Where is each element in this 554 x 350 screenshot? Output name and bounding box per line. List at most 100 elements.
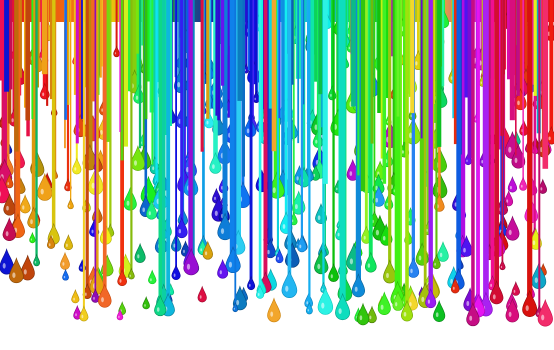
drop-highlight — [401, 150, 404, 154]
drop-highlight — [80, 266, 82, 270]
paint-streak — [332, 0, 335, 273]
paint-streak — [192, 0, 195, 263]
paint-drop — [305, 301, 313, 315]
paint-streak — [364, 0, 368, 234]
paint-streak — [141, 0, 144, 46]
drop-highlight — [81, 314, 84, 319]
drop-highlight — [5, 231, 9, 237]
drop-highlight — [508, 146, 512, 153]
paint-streak — [392, 0, 396, 183]
paint-streak — [533, 0, 536, 237]
paint-streak — [276, 0, 279, 251]
drop-highlight — [534, 277, 538, 284]
drop-highlight — [6, 205, 9, 211]
drop-highlight — [126, 200, 130, 206]
paint-streak — [64, 0, 67, 120]
drop-highlight — [137, 254, 140, 259]
drop-highlight — [386, 202, 389, 207]
drop-highlight — [450, 279, 453, 284]
paint-streak — [204, 0, 207, 78]
paint-streak — [31, 0, 34, 119]
drop-highlight — [69, 204, 71, 207]
drop-highlight — [359, 315, 363, 321]
paint-streak — [273, 0, 280, 185]
paint-streak — [308, 0, 311, 308]
paint-streak — [331, 0, 334, 93]
drop-highlight — [349, 258, 353, 265]
paint-streak — [388, 0, 392, 271]
paint-streak — [234, 0, 237, 307]
paint-streak — [123, 0, 128, 147]
paint-streak — [380, 0, 383, 159]
drop-highlight — [313, 173, 316, 177]
drop-highlight — [183, 249, 185, 254]
drop-highlight — [101, 108, 104, 112]
paint-streak — [377, 0, 383, 113]
paint-streak — [175, 0, 177, 272]
drop-highlight — [11, 118, 14, 123]
paint-streak — [206, 0, 210, 119]
drop-highlight — [214, 196, 216, 200]
paint-streak — [357, 0, 360, 176]
paint-streak — [222, 0, 228, 226]
drop-highlight — [295, 204, 298, 210]
paint-streak — [267, 0, 270, 236]
drop-highlight — [439, 252, 443, 258]
paint-streak — [189, 0, 193, 261]
paint-drop — [425, 288, 437, 309]
drop-highlight — [427, 299, 430, 304]
drop-highlight — [249, 283, 251, 287]
paint-streak — [186, 0, 190, 158]
paint-streak — [549, 0, 554, 135]
drop-highlight — [480, 81, 482, 84]
drop-highlight — [296, 176, 299, 181]
drop-highlight — [330, 274, 333, 279]
paint-streak — [509, 0, 515, 121]
drop-highlight — [30, 238, 32, 241]
paint-streak — [77, 0, 83, 126]
drop-highlight — [233, 307, 235, 310]
paint-streak — [227, 0, 231, 108]
paint-streak — [384, 0, 389, 98]
drop-highlight — [34, 260, 37, 264]
paint-streak — [237, 0, 243, 101]
drop-highlight — [200, 248, 203, 252]
drop-highlight — [142, 207, 145, 213]
drop-highlight — [337, 232, 340, 237]
drop-highlight — [91, 229, 94, 234]
paint-streak — [403, 0, 406, 142]
drop-highlight — [367, 263, 371, 268]
paint-streak — [0, 0, 5, 81]
drop-highlight — [375, 229, 379, 236]
drop-highlight — [321, 288, 324, 291]
paint-drop — [72, 157, 82, 175]
drop-highlight — [369, 315, 372, 320]
paint-streak — [471, 0, 475, 314]
paint-streak — [82, 0, 85, 314]
paint-streak — [494, 0, 499, 292]
drop-highlight — [317, 215, 321, 220]
drop-highlight — [375, 185, 378, 191]
drop-highlight — [148, 211, 151, 216]
drop-highlight — [199, 295, 202, 299]
paint-streak — [268, 0, 273, 248]
paint-streak — [75, 0, 79, 144]
paint-streak — [49, 0, 53, 100]
drop-highlight — [91, 182, 95, 189]
paint-streak — [200, 0, 204, 152]
drop-highlight — [66, 243, 68, 247]
paint-drop — [351, 273, 366, 298]
paint-streak — [184, 0, 187, 127]
paint-streak — [292, 0, 295, 219]
drop-highlight — [532, 240, 536, 245]
paint-streak — [128, 0, 133, 92]
paint-streak — [503, 0, 506, 202]
drop-highlight — [7, 182, 9, 186]
drop-highlight — [469, 315, 473, 321]
paint-streak — [31, 0, 36, 217]
paint-streak — [476, 0, 480, 305]
paint-streak — [142, 0, 146, 157]
paint-drop — [60, 251, 70, 270]
paint-streak — [410, 0, 415, 114]
